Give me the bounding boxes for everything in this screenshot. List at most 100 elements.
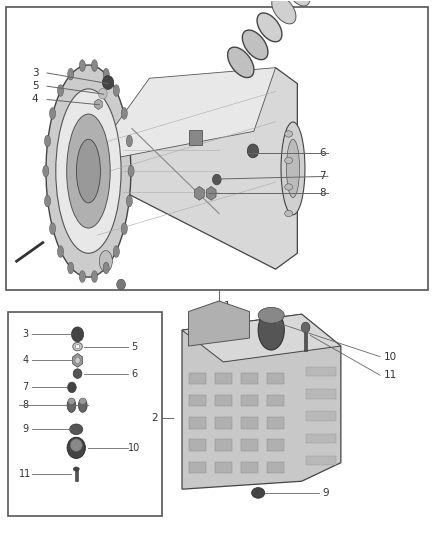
Bar: [306, 433, 336, 443]
Text: 3: 3: [22, 329, 28, 340]
Ellipse shape: [242, 30, 268, 60]
Ellipse shape: [126, 195, 132, 207]
Ellipse shape: [285, 211, 293, 216]
Text: 7: 7: [22, 382, 28, 392]
Circle shape: [75, 357, 80, 364]
Polygon shape: [88, 68, 297, 269]
Ellipse shape: [285, 184, 293, 190]
Bar: [215, 373, 232, 384]
Ellipse shape: [49, 108, 56, 119]
Bar: [188, 395, 206, 407]
Bar: [267, 439, 284, 451]
Text: 10: 10: [384, 352, 397, 361]
Circle shape: [247, 144, 258, 158]
Ellipse shape: [70, 424, 83, 434]
Bar: [241, 462, 258, 473]
Ellipse shape: [228, 47, 254, 78]
Ellipse shape: [70, 439, 82, 451]
Circle shape: [301, 322, 310, 333]
Text: 7: 7: [319, 172, 326, 181]
Circle shape: [71, 327, 84, 342]
Bar: [306, 389, 336, 399]
Text: 6: 6: [319, 148, 326, 158]
Polygon shape: [182, 314, 341, 489]
Bar: [188, 462, 206, 473]
Ellipse shape: [258, 308, 284, 323]
Ellipse shape: [79, 60, 85, 71]
Ellipse shape: [121, 223, 127, 235]
Ellipse shape: [126, 135, 132, 147]
Bar: [241, 439, 258, 451]
Text: 8: 8: [319, 188, 326, 198]
Ellipse shape: [128, 165, 134, 177]
Circle shape: [212, 174, 221, 185]
Bar: [241, 373, 258, 384]
Ellipse shape: [46, 65, 131, 277]
Text: 9: 9: [322, 488, 329, 498]
Circle shape: [117, 279, 125, 290]
Bar: [215, 462, 232, 473]
Ellipse shape: [73, 342, 82, 351]
Bar: [188, 130, 201, 144]
Text: 4: 4: [22, 356, 28, 365]
Text: 11: 11: [19, 470, 32, 479]
Ellipse shape: [99, 251, 113, 272]
Text: 1: 1: [223, 301, 230, 311]
Ellipse shape: [121, 108, 127, 119]
Bar: [75, 470, 78, 481]
Text: 3: 3: [32, 68, 39, 78]
Text: 5: 5: [32, 81, 39, 91]
Ellipse shape: [92, 60, 98, 71]
Circle shape: [67, 382, 76, 393]
Text: 8: 8: [22, 400, 28, 410]
Ellipse shape: [103, 68, 109, 80]
Ellipse shape: [77, 139, 100, 203]
Bar: [188, 373, 206, 384]
Ellipse shape: [75, 344, 80, 349]
Text: 9: 9: [22, 424, 28, 434]
Ellipse shape: [67, 399, 76, 413]
Ellipse shape: [45, 195, 50, 207]
Bar: [188, 417, 206, 429]
Text: 4: 4: [32, 94, 39, 104]
Bar: [188, 439, 206, 451]
Ellipse shape: [258, 310, 284, 350]
Bar: [306, 456, 336, 465]
Bar: [267, 373, 284, 384]
Ellipse shape: [285, 157, 293, 164]
Ellipse shape: [113, 246, 120, 257]
Ellipse shape: [78, 399, 87, 413]
Ellipse shape: [57, 246, 64, 257]
Bar: [304, 329, 307, 351]
Ellipse shape: [49, 223, 56, 235]
Ellipse shape: [285, 131, 293, 137]
Ellipse shape: [79, 398, 86, 405]
Bar: [267, 417, 284, 429]
Ellipse shape: [45, 135, 50, 147]
Ellipse shape: [56, 89, 121, 253]
Ellipse shape: [286, 0, 310, 6]
Bar: [267, 395, 284, 407]
Ellipse shape: [272, 0, 296, 24]
Ellipse shape: [103, 262, 109, 274]
Bar: [10, 12, 424, 288]
Ellipse shape: [73, 467, 79, 471]
Ellipse shape: [57, 85, 64, 96]
Ellipse shape: [252, 488, 265, 498]
FancyBboxPatch shape: [8, 312, 162, 516]
Text: 6: 6: [131, 369, 137, 378]
Ellipse shape: [92, 271, 98, 282]
Polygon shape: [188, 301, 250, 346]
Polygon shape: [182, 314, 341, 362]
FancyBboxPatch shape: [6, 7, 428, 290]
Ellipse shape: [68, 398, 75, 405]
Bar: [267, 462, 284, 473]
Ellipse shape: [67, 114, 110, 228]
Ellipse shape: [43, 165, 49, 177]
Ellipse shape: [67, 437, 85, 458]
Circle shape: [99, 88, 107, 99]
Text: 10: 10: [128, 443, 140, 453]
Bar: [306, 411, 336, 421]
Ellipse shape: [281, 122, 305, 215]
Polygon shape: [88, 68, 276, 163]
